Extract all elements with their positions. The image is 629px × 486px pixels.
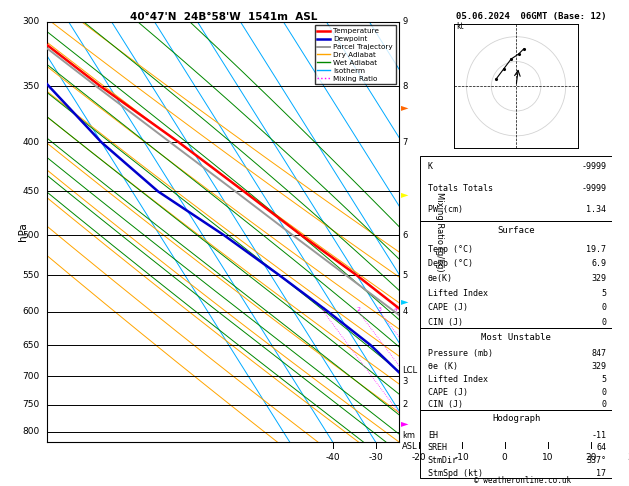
Text: Pressure (mb): Pressure (mb) xyxy=(428,349,493,359)
Text: θe (K): θe (K) xyxy=(428,362,458,371)
Text: 1: 1 xyxy=(321,307,325,312)
Text: 4: 4 xyxy=(394,307,398,312)
Text: 400: 400 xyxy=(22,138,40,147)
Bar xyxy=(420,156,612,221)
Text: 6.9: 6.9 xyxy=(591,260,606,268)
Text: Most Unstable: Most Unstable xyxy=(481,333,551,342)
Text: θe(K): θe(K) xyxy=(428,274,453,283)
Bar xyxy=(420,221,612,328)
Text: Mixing Ratio (g/kg): Mixing Ratio (g/kg) xyxy=(435,192,443,272)
Text: Lifted Index: Lifted Index xyxy=(428,289,488,297)
Text: EH: EH xyxy=(428,431,438,440)
Text: 4: 4 xyxy=(402,307,408,316)
Text: StmDir: StmDir xyxy=(428,456,458,465)
Text: -20: -20 xyxy=(411,453,426,462)
Text: ►: ► xyxy=(401,102,408,112)
Text: 19.7: 19.7 xyxy=(586,244,606,254)
Text: 700: 700 xyxy=(22,372,40,381)
Text: 800: 800 xyxy=(22,427,40,436)
Text: SREH: SREH xyxy=(428,443,448,452)
Text: 40°47'N  24B°58'W  1541m  ASL: 40°47'N 24B°58'W 1541m ASL xyxy=(130,12,317,22)
Text: 650: 650 xyxy=(22,341,40,349)
Text: 0: 0 xyxy=(601,400,606,409)
Text: 20: 20 xyxy=(585,453,596,462)
Text: -10: -10 xyxy=(454,453,469,462)
Text: 300: 300 xyxy=(22,17,40,26)
Text: Temp (°C): Temp (°C) xyxy=(428,244,473,254)
Text: LCL
3: LCL 3 xyxy=(402,366,418,386)
Text: -9999: -9999 xyxy=(581,184,606,192)
Text: 847: 847 xyxy=(591,349,606,359)
Text: 0: 0 xyxy=(601,318,606,327)
Text: 500: 500 xyxy=(22,231,40,240)
Text: 329: 329 xyxy=(591,362,606,371)
Text: 8: 8 xyxy=(402,82,408,91)
Text: 550: 550 xyxy=(22,271,40,280)
Text: 6: 6 xyxy=(402,231,408,240)
Text: 05.06.2024  06GMT (Base: 12): 05.06.2024 06GMT (Base: 12) xyxy=(456,12,607,21)
Text: Surface: Surface xyxy=(498,226,535,235)
Text: 0: 0 xyxy=(601,303,606,312)
Text: 17: 17 xyxy=(596,469,606,478)
Text: StmSpd (kt): StmSpd (kt) xyxy=(428,469,483,478)
Text: hPa: hPa xyxy=(18,223,28,242)
Text: -9999: -9999 xyxy=(581,162,606,171)
Text: 5: 5 xyxy=(601,375,606,384)
Bar xyxy=(420,410,612,478)
Text: ►: ► xyxy=(401,296,408,306)
Text: CIN (J): CIN (J) xyxy=(428,400,463,409)
Text: 30: 30 xyxy=(628,453,629,462)
Text: Dewp (°C): Dewp (°C) xyxy=(428,260,473,268)
Text: 10: 10 xyxy=(542,453,554,462)
Text: kt: kt xyxy=(457,22,464,31)
Text: 600: 600 xyxy=(22,307,40,316)
Text: ►: ► xyxy=(401,190,408,199)
Text: 0: 0 xyxy=(601,387,606,397)
Bar xyxy=(420,328,612,410)
Text: 750: 750 xyxy=(22,400,40,409)
Text: 450: 450 xyxy=(22,187,40,196)
Text: 5: 5 xyxy=(402,271,408,280)
Text: 0: 0 xyxy=(502,453,508,462)
Text: -11: -11 xyxy=(591,431,606,440)
Text: Lifted Index: Lifted Index xyxy=(428,375,488,384)
Text: 5: 5 xyxy=(601,289,606,297)
Text: km
ASL: km ASL xyxy=(402,431,418,451)
Text: CIN (J): CIN (J) xyxy=(428,318,463,327)
Text: Totals Totals: Totals Totals xyxy=(428,184,493,192)
Text: 350: 350 xyxy=(22,82,40,91)
Text: PW (cm): PW (cm) xyxy=(428,205,463,214)
Text: ►: ► xyxy=(401,418,408,428)
Text: 337°: 337° xyxy=(586,456,606,465)
Text: Hodograph: Hodograph xyxy=(492,415,540,423)
Text: 329: 329 xyxy=(591,274,606,283)
Text: CAPE (J): CAPE (J) xyxy=(428,303,468,312)
Legend: Temperature, Dewpoint, Parcel Trajectory, Dry Adiabat, Wet Adiabat, Isotherm, Mi: Temperature, Dewpoint, Parcel Trajectory… xyxy=(314,25,396,85)
Text: 7: 7 xyxy=(402,138,408,147)
Text: 9: 9 xyxy=(402,17,408,26)
Text: CAPE (J): CAPE (J) xyxy=(428,387,468,397)
Text: 2: 2 xyxy=(402,400,408,409)
Text: -40: -40 xyxy=(326,453,340,462)
Text: © weatheronline.co.uk: © weatheronline.co.uk xyxy=(474,476,571,485)
Text: 2: 2 xyxy=(357,307,360,312)
Text: 64: 64 xyxy=(596,443,606,452)
Text: K: K xyxy=(428,162,433,171)
Text: -30: -30 xyxy=(369,453,383,462)
Text: 3: 3 xyxy=(378,307,382,312)
Text: 1.34: 1.34 xyxy=(586,205,606,214)
